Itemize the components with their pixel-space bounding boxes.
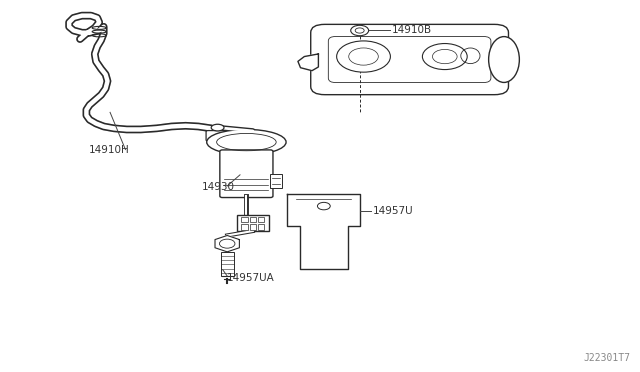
Text: 14957U: 14957U	[372, 206, 413, 216]
Text: 14910B: 14910B	[392, 25, 432, 35]
Ellipse shape	[489, 36, 520, 83]
Bar	[270, 174, 282, 188]
FancyBboxPatch shape	[311, 25, 509, 95]
Bar	[250, 217, 256, 222]
Polygon shape	[215, 235, 239, 252]
Text: 14910H: 14910H	[88, 145, 129, 154]
Bar	[258, 217, 264, 222]
Circle shape	[351, 25, 369, 36]
Bar	[241, 217, 248, 222]
Bar	[250, 224, 256, 230]
Circle shape	[337, 41, 390, 72]
Ellipse shape	[211, 124, 224, 131]
Polygon shape	[298, 54, 319, 71]
FancyBboxPatch shape	[220, 150, 273, 198]
Bar	[237, 215, 269, 231]
Bar	[258, 224, 264, 230]
Text: J22301T7: J22301T7	[584, 353, 630, 363]
Circle shape	[422, 44, 467, 70]
Bar	[221, 252, 234, 276]
Text: 14930: 14930	[202, 182, 235, 192]
Polygon shape	[287, 194, 360, 269]
FancyBboxPatch shape	[206, 131, 228, 141]
Ellipse shape	[207, 129, 286, 155]
Text: 14957UA: 14957UA	[227, 273, 275, 283]
Bar	[241, 224, 248, 230]
